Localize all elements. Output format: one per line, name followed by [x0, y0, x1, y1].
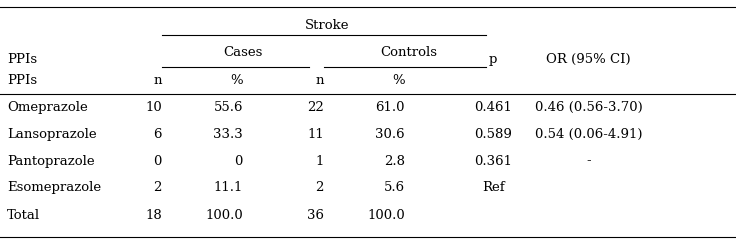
Text: Esomeprazole: Esomeprazole [7, 181, 102, 194]
Text: n: n [153, 74, 162, 87]
Text: Omeprazole: Omeprazole [7, 101, 88, 114]
Text: 5.6: 5.6 [383, 181, 405, 194]
Text: 18: 18 [145, 209, 162, 223]
Text: 0.361: 0.361 [474, 154, 512, 168]
Text: p: p [489, 53, 498, 66]
Text: Cases: Cases [223, 46, 263, 59]
Text: 22: 22 [307, 101, 324, 114]
Text: PPIs: PPIs [7, 53, 38, 66]
Text: 0.589: 0.589 [474, 128, 512, 141]
Text: -: - [587, 154, 591, 168]
Text: Lansoprazole: Lansoprazole [7, 128, 97, 141]
Text: 1: 1 [316, 154, 324, 168]
Text: 2: 2 [316, 181, 324, 194]
Text: 11: 11 [307, 128, 324, 141]
Text: 0: 0 [154, 154, 162, 168]
Text: %: % [230, 74, 243, 87]
Text: 55.6: 55.6 [213, 101, 243, 114]
Text: Pantoprazole: Pantoprazole [7, 154, 95, 168]
Text: Stroke: Stroke [305, 19, 350, 32]
Text: %: % [392, 74, 405, 87]
Text: 10: 10 [145, 101, 162, 114]
Text: Ref: Ref [482, 181, 504, 194]
Text: 100.0: 100.0 [205, 209, 243, 223]
Text: 33.3: 33.3 [213, 128, 243, 141]
Text: Total: Total [7, 209, 40, 223]
Text: 2: 2 [154, 181, 162, 194]
Text: OR (95% CI): OR (95% CI) [547, 53, 631, 66]
Text: 0.46 (0.56-3.70): 0.46 (0.56-3.70) [535, 101, 643, 114]
Text: 6: 6 [153, 128, 162, 141]
Text: PPIs: PPIs [7, 74, 38, 87]
Text: 0.461: 0.461 [474, 101, 512, 114]
Text: 30.6: 30.6 [375, 128, 405, 141]
Text: n: n [315, 74, 324, 87]
Text: 0: 0 [235, 154, 243, 168]
Text: 61.0: 61.0 [375, 101, 405, 114]
Text: 2.8: 2.8 [383, 154, 405, 168]
Text: 100.0: 100.0 [367, 209, 405, 223]
Text: Controls: Controls [380, 46, 437, 59]
Text: 0.54 (0.06-4.91): 0.54 (0.06-4.91) [535, 128, 643, 141]
Text: 36: 36 [307, 209, 324, 223]
Text: 11.1: 11.1 [213, 181, 243, 194]
